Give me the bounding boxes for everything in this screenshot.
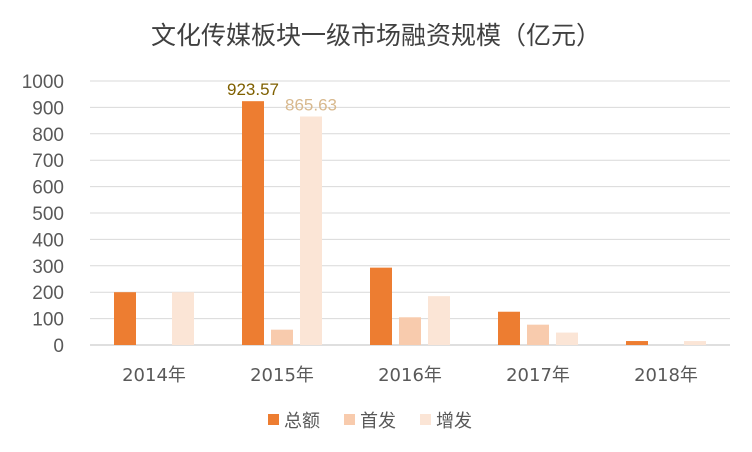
data-label: 865.63 xyxy=(285,95,337,114)
bar-3-3 xyxy=(428,296,450,345)
legend[interactable]: 总额 首发 增发 xyxy=(268,411,472,432)
bar-2-2 xyxy=(271,329,293,345)
y-tick-label: 200 xyxy=(32,283,64,304)
bars xyxy=(114,101,706,345)
bar-1-3 xyxy=(370,267,392,345)
legend-swatch xyxy=(420,414,431,425)
x-tick-label: 2017年 xyxy=(506,365,570,386)
gridlines xyxy=(90,80,730,346)
x-tick-label: 2014年 xyxy=(122,365,186,386)
y-tick-label: 600 xyxy=(32,178,64,199)
legend-swatch xyxy=(268,414,279,425)
legend-label: 总额 xyxy=(284,411,320,432)
x-tick-label: 2015年 xyxy=(250,365,314,386)
y-tick-label: 800 xyxy=(32,125,64,146)
data-label: 923.57 xyxy=(227,80,279,99)
legend-item[interactable]: 总额 xyxy=(268,411,320,432)
y-tick-label: 1000 xyxy=(22,72,64,93)
y-tick-label: 300 xyxy=(32,257,64,278)
bar-3-5 xyxy=(684,341,706,345)
y-tick-label: 500 xyxy=(32,204,64,225)
y-axis: 0 100 200 300 400 500 600 700 800 900 1000 xyxy=(22,72,64,357)
chart-title: 文化传媒板块一级市场融资规模（亿元） xyxy=(151,21,601,50)
bar-2-4 xyxy=(527,324,549,345)
y-tick-label: 900 xyxy=(32,98,64,119)
bar-3-2 xyxy=(300,116,322,345)
legend-label: 首发 xyxy=(360,411,396,432)
bar-3-4 xyxy=(556,332,578,345)
bar-1-2 xyxy=(242,101,264,345)
legend-swatch xyxy=(344,414,355,425)
bar-1-4 xyxy=(498,311,520,345)
x-tick-label: 2016年 xyxy=(378,365,442,386)
bar-2-3 xyxy=(399,317,421,345)
y-tick-label: 700 xyxy=(32,151,64,172)
bar-1-1 xyxy=(114,292,136,345)
legend-item[interactable]: 增发 xyxy=(420,411,472,432)
x-tick-label: 2018年 xyxy=(634,365,698,386)
legend-label: 增发 xyxy=(436,411,472,432)
bar-3-1 xyxy=(172,292,194,345)
y-tick-label: 100 xyxy=(32,310,64,331)
x-axis: 2014年 2015年 2016年 2017年 2018年 xyxy=(122,365,698,386)
bar-1-5 xyxy=(626,341,648,345)
legend-item[interactable]: 首发 xyxy=(344,411,396,432)
y-tick-label: 0 xyxy=(53,336,64,357)
y-tick-label: 400 xyxy=(32,230,64,251)
data-labels: 923.57 865.63 xyxy=(227,80,337,114)
